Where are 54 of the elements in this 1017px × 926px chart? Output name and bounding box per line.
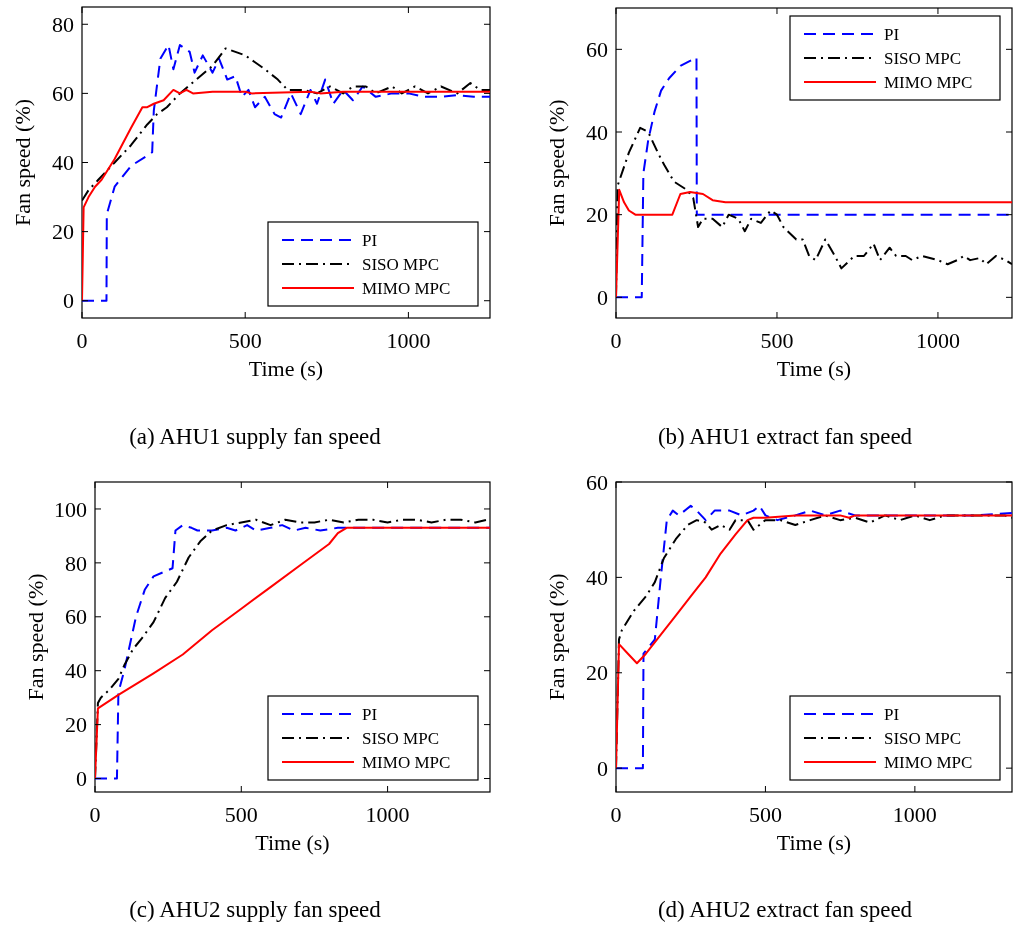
x-axis-title: Time (s) [248,356,324,381]
x-tick-label: 500 [760,328,794,353]
line-series [616,188,1012,299]
legend-label: PI [362,704,378,724]
y-tick-label: 20 [586,660,608,686]
legend-label: PI [884,24,900,44]
x-tick-label: 1000 [915,328,960,353]
y-tick-label: 80 [65,550,87,576]
text: (b) AHU1 extract fan speed [657,424,913,449]
x-tick-label: 500 [228,328,262,353]
legend-label: SISO MPC [884,48,962,68]
legend-label: MIMO MPC [884,752,973,772]
y-tick-label: 40 [65,658,87,684]
text: (a) AHU1 supply fan speed [129,424,382,449]
y-tick-label: 0 [76,766,87,792]
x-tick-label: 1000 [892,802,937,827]
y-axis-title: Fan speed (%) [23,573,48,701]
x-axis-title: Time (s) [776,356,852,381]
y-tick-label: 0 [597,755,608,781]
legend-label: MIMO MPC [362,752,451,772]
x-tick-label: 500 [748,802,782,827]
legend-label: SISO MPC [884,728,962,748]
x-axis-title: Time (s) [255,830,330,855]
y-tick-label: 80 [52,11,74,37]
legend-label: PI [884,704,900,724]
x-tick-label: 1000 [365,802,410,827]
x-tick-label: 1000 [386,328,431,353]
y-tick-label: 60 [65,604,87,630]
y-tick-label: 60 [52,81,74,107]
legend-label: MIMO MPC [362,278,451,298]
y-axis-title: Fan speed (%) [10,98,35,227]
line-series [82,44,490,302]
y-axis-title: Fan speed (%) [544,573,569,701]
legend-label: PI [362,230,378,250]
y-tick-label: 0 [597,285,608,311]
y-tick-label: 20 [65,712,87,738]
text: (d) AHU2 extract fan speed [657,897,913,922]
y-tick-label: 20 [586,202,608,228]
y-tick-label: 60 [586,37,608,63]
y-tick-label: 20 [52,219,74,245]
x-axis-title: Time (s) [776,830,852,855]
x-tick-label: 500 [224,802,258,827]
y-axis-title: Fan speed (%) [544,99,569,227]
legend-label: SISO MPC [362,728,440,748]
text: (c) AHU2 supply fan speed [129,897,382,922]
legend-label: SISO MPC [362,254,440,274]
y-tick-label: 40 [586,565,608,591]
line-series [82,88,490,302]
legend-label: MIMO MPC [884,72,973,92]
y-tick-label: 40 [586,119,608,145]
y-tick-label: 40 [52,150,74,176]
y-tick-label: 100 [54,496,87,522]
y-tick-label: 60 [586,469,608,495]
y-tick-label: 0 [63,288,74,314]
